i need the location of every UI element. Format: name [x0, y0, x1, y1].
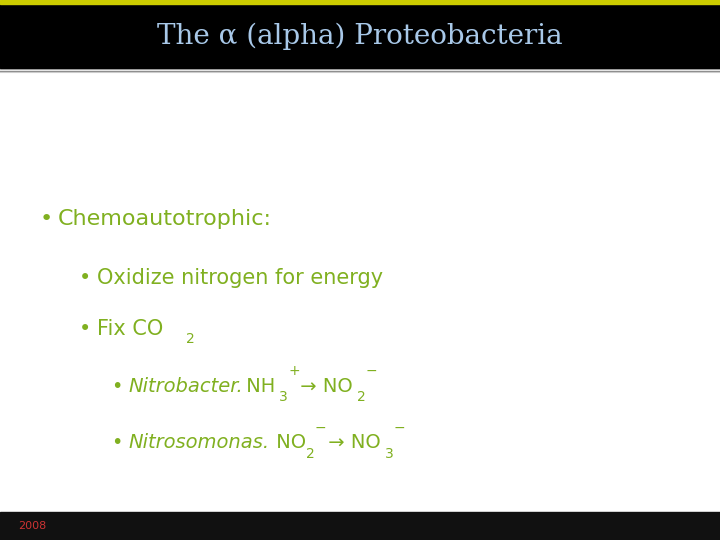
Text: 3: 3 — [385, 447, 394, 461]
Text: −: − — [315, 421, 326, 435]
Text: → NO: → NO — [294, 376, 353, 396]
Text: •: • — [79, 319, 91, 340]
Text: −: − — [366, 364, 377, 378]
Text: Nitrobacter.: Nitrobacter. — [128, 376, 243, 396]
Text: Fix CO: Fix CO — [97, 319, 163, 340]
Text: •: • — [112, 376, 123, 396]
Text: NH: NH — [240, 376, 275, 396]
Text: Oxidize nitrogen for energy: Oxidize nitrogen for energy — [97, 268, 383, 288]
Text: Chemoautotrophic:: Chemoautotrophic: — [58, 208, 271, 229]
Text: The α (alpha) Proteobacteria: The α (alpha) Proteobacteria — [157, 22, 563, 50]
Text: 2008: 2008 — [18, 521, 46, 531]
Text: −: − — [394, 421, 405, 435]
Text: Nitrosomonas.: Nitrosomonas. — [128, 433, 269, 453]
Bar — [0, 0, 720, 4]
Text: 2: 2 — [357, 390, 366, 404]
Text: •: • — [79, 268, 91, 288]
Text: → NO: → NO — [322, 433, 381, 453]
Text: •: • — [112, 433, 123, 453]
Text: +: + — [288, 364, 300, 378]
Text: 2: 2 — [186, 332, 194, 346]
Bar — [0, 512, 720, 540]
Text: NO: NO — [270, 433, 306, 453]
Text: 2: 2 — [306, 447, 315, 461]
Text: 3: 3 — [279, 390, 288, 404]
Text: •: • — [40, 208, 53, 229]
Bar — [0, 4, 720, 68]
